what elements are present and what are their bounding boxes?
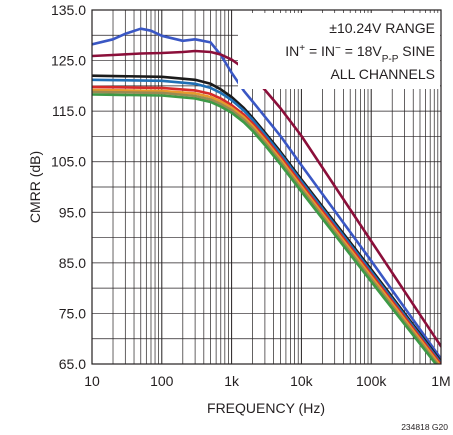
x-tick-label: 10 bbox=[84, 373, 100, 389]
x-tick-label: 1k bbox=[224, 373, 240, 389]
series-line bbox=[92, 93, 438, 364]
x-tick-label: 100 bbox=[150, 373, 174, 389]
series-line bbox=[92, 78, 441, 364]
series-line bbox=[92, 90, 440, 364]
series-line bbox=[92, 49, 441, 348]
annotation-segment: IN bbox=[285, 43, 299, 59]
annotation-segment: ±10.24V RANGE bbox=[329, 20, 435, 36]
y-tick-label: 105.0 bbox=[51, 154, 86, 170]
plot-frame bbox=[91, 9, 442, 365]
annotation-segment: − bbox=[335, 43, 341, 54]
series-line bbox=[92, 85, 441, 364]
annotation-segment: SINE bbox=[398, 43, 435, 59]
series-line bbox=[92, 88, 441, 364]
y-tick-labels: 65.0 75.0 85.0 95.0 105.0 115.0 125.0 135.0 bbox=[51, 2, 86, 372]
annotation-segment: ALL CHANNELS bbox=[330, 66, 435, 82]
y-tick-label: 135.0 bbox=[51, 2, 86, 18]
annotation-segment: + bbox=[299, 43, 305, 54]
x-tick-label: 10k bbox=[290, 373, 314, 389]
figure-id: 234818 G20 bbox=[401, 422, 448, 432]
series-line bbox=[92, 27, 441, 361]
y-tick-label: 85.0 bbox=[59, 255, 86, 271]
annotation-line: ALL CHANNELS bbox=[330, 66, 435, 82]
y-tick-label: 125.0 bbox=[51, 53, 86, 69]
x-axis-label: FREQUENCY (Hz) bbox=[207, 400, 325, 416]
annotation-line: IN+ = IN− = 18VP-P SINE bbox=[285, 43, 435, 65]
annotation-segment: = IN bbox=[305, 43, 335, 59]
y-tick-label: 95.0 bbox=[59, 204, 86, 220]
annotation-line: ±10.24V RANGE bbox=[329, 20, 435, 36]
annotation-segment: = 18V bbox=[341, 43, 383, 59]
x-tick-labels: 10 100 1k 10k 100k 1M bbox=[84, 373, 451, 389]
annotation-segment: P-P bbox=[382, 54, 399, 65]
x-tick-label: 1M bbox=[431, 373, 450, 389]
y-tick-label: 65.0 bbox=[59, 356, 86, 372]
y-tick-label: 75.0 bbox=[59, 305, 86, 321]
annotation-box bbox=[238, 13, 440, 89]
series-group bbox=[92, 27, 441, 364]
y-axis-label: CMRR (dB) bbox=[27, 151, 43, 223]
y-tick-label: 115.0 bbox=[52, 103, 86, 119]
x-tick-label: 100k bbox=[356, 373, 387, 389]
